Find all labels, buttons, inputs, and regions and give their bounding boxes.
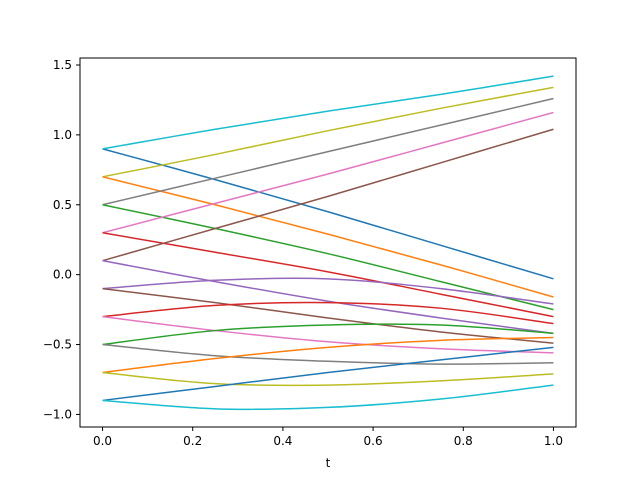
plot-frame	[79, 57, 577, 428]
series-line-6	[102, 204, 554, 311]
series-line-2	[102, 75, 554, 150]
series-line-18	[102, 371, 554, 387]
series-line-8	[102, 231, 554, 318]
series-line-3	[102, 86, 554, 178]
series-line-16	[102, 343, 554, 365]
x-tick-label: 0.6	[364, 434, 383, 448]
y-tick-label: 1.0	[53, 128, 72, 142]
series-line-7	[102, 111, 554, 234]
series-line-4	[102, 176, 554, 298]
y-tick-label: −0.5	[43, 338, 72, 352]
x-axis-ticks: 0.0 0.2 0.4 0.6 0.8 1.0	[93, 427, 563, 448]
series-line-9	[102, 128, 554, 262]
y-tick-label: 0.0	[53, 268, 72, 282]
y-axis-ticks: −1.0 −0.5 0.0 0.5 1.0 1.5	[43, 58, 80, 421]
series-line-20	[102, 384, 554, 411]
series-line-13	[102, 301, 554, 325]
y-tick-label: 1.5	[53, 58, 72, 72]
series-line-19	[102, 346, 554, 402]
x-tick-label: 0.2	[183, 434, 202, 448]
y-tick-label: −1.0	[43, 407, 72, 421]
y-tick-label: 0.5	[53, 198, 72, 212]
series-layer	[102, 75, 554, 411]
series-line-15	[102, 323, 554, 346]
series-line-5	[102, 97, 554, 206]
series-line-17	[102, 336, 554, 374]
x-tick-label: 0.8	[454, 434, 473, 448]
series-line-11	[102, 277, 554, 305]
series-line-10	[102, 259, 554, 335]
series-line-1	[102, 148, 554, 280]
x-tick-label: 1.0	[544, 434, 563, 448]
x-axis-label: t	[326, 456, 331, 470]
series-line-14	[102, 315, 554, 354]
series-line-12	[102, 287, 554, 344]
x-tick-label: 0.0	[93, 434, 112, 448]
x-tick-label: 0.4	[273, 434, 292, 448]
